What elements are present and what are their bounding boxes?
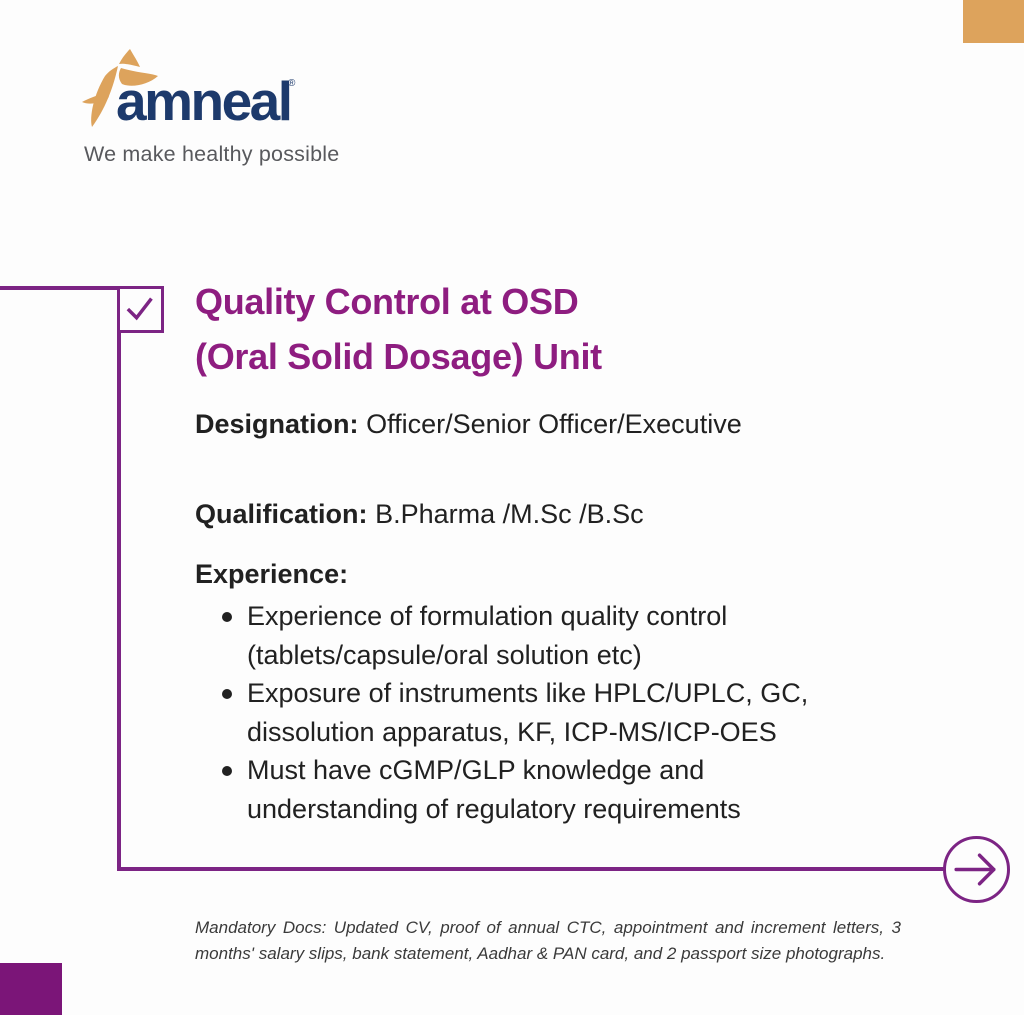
- frame-line-top-left: [0, 286, 118, 290]
- frame-line-vertical: [117, 330, 121, 870]
- frame-line-bottom: [117, 867, 945, 871]
- arrow-right-icon: [954, 853, 996, 886]
- job-title-line2: (Oral Solid Dosage) Unit: [195, 336, 602, 377]
- amneal-logo-icon: [82, 49, 158, 127]
- next-arrow-button[interactable]: [943, 836, 1010, 903]
- trademark-symbol-icon: ®: [288, 78, 296, 89]
- experience-heading: Experience:: [195, 559, 356, 590]
- qualification-value: B.Pharma /M.Sc /B.Sc: [375, 499, 644, 529]
- corner-accent-bottom-left: [0, 963, 62, 1015]
- experience-list: Experience of formulation quality contro…: [195, 597, 850, 828]
- brand-wordmark: amneal: [116, 70, 293, 132]
- experience-item: Exposure of instruments like HPLC/UPLC, …: [195, 674, 850, 751]
- job-title-line1: Quality Control at OSD: [195, 281, 579, 322]
- designation-label: Designation:: [195, 409, 359, 439]
- corner-accent-top-right: [963, 0, 1024, 43]
- page-title: Quality Control at OSD (Oral Solid Dosag…: [195, 274, 602, 384]
- designation-value: Officer/Senior Officer/Executive: [366, 409, 742, 439]
- designation-row: Designation: Officer/Senior Officer/Execu…: [195, 409, 742, 440]
- experience-item: Experience of formulation quality contro…: [195, 597, 850, 674]
- checkmark-icon: [126, 297, 153, 321]
- checkbox: [117, 286, 164, 333]
- experience-item: Must have cGMP/GLP knowledge and underst…: [195, 751, 850, 828]
- qualification-label: Qualification:: [195, 499, 368, 529]
- experience-label: Experience:: [195, 559, 349, 589]
- qualification-row: Qualification: B.Pharma /M.Sc /B.Sc: [195, 499, 644, 530]
- brand-tagline: We make healthy possible: [84, 142, 340, 166]
- mandatory-docs-note: Mandatory Docs: Updated CV, proof of ann…: [195, 918, 901, 963]
